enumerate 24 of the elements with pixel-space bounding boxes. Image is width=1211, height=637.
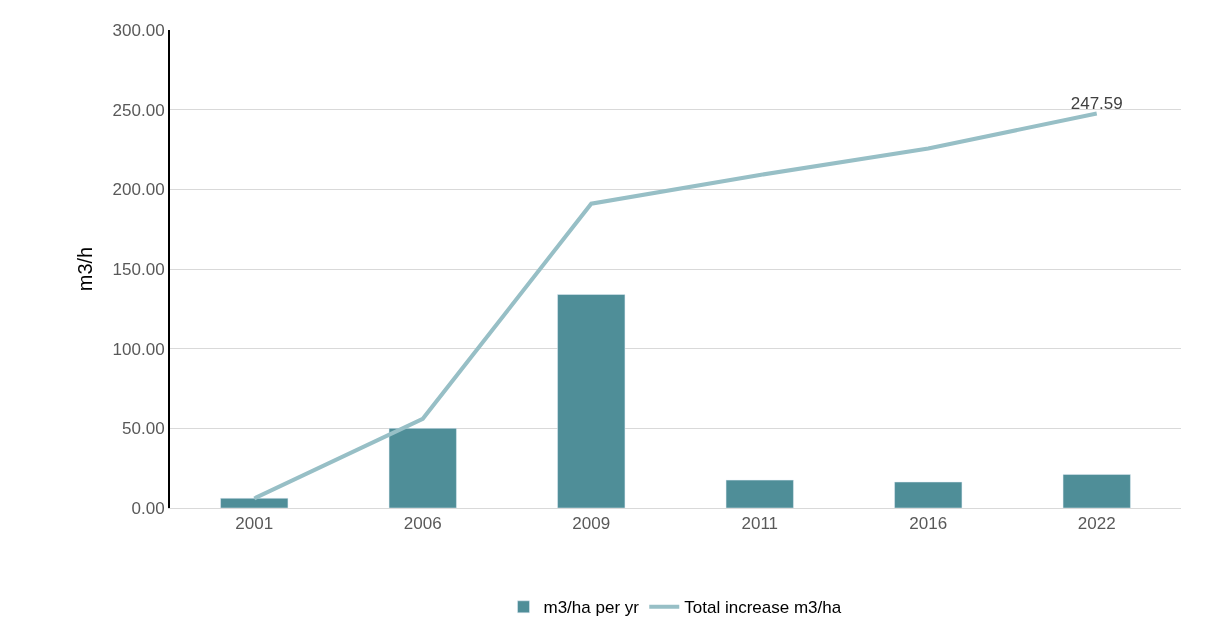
y-tick-label: 300.00 (112, 20, 165, 40)
x-tick-label: 2009 (572, 514, 611, 534)
y-tick-label: 0.00 (131, 498, 165, 518)
y-tick-label: 50.00 (122, 419, 165, 439)
bar (894, 481, 963, 508)
x-tick-label: 2001 (235, 514, 274, 534)
x-tick-label: 2006 (403, 514, 442, 534)
bar (388, 428, 457, 508)
legend-label: m3/ha per yr (543, 598, 640, 618)
y-tick-label: 100.00 (112, 339, 165, 359)
x-tick-label: 2011 (741, 514, 779, 534)
bar (220, 498, 289, 508)
x-tick-label: 2016 (909, 514, 948, 534)
bar (557, 294, 626, 508)
legend-label: Total increase m3/ha (684, 598, 842, 618)
x-tick-label: 2022 (1077, 514, 1116, 534)
y-tick-label: 250.00 (112, 100, 165, 120)
data-label: 247.59 (1070, 94, 1123, 114)
bar (1062, 474, 1131, 508)
y-tick-label: 200.00 (112, 180, 165, 200)
y-tick-label: 150.00 (112, 259, 165, 279)
bar (725, 479, 794, 508)
y-axis-title: m3/h (73, 246, 96, 292)
line-series (252, 111, 1099, 501)
